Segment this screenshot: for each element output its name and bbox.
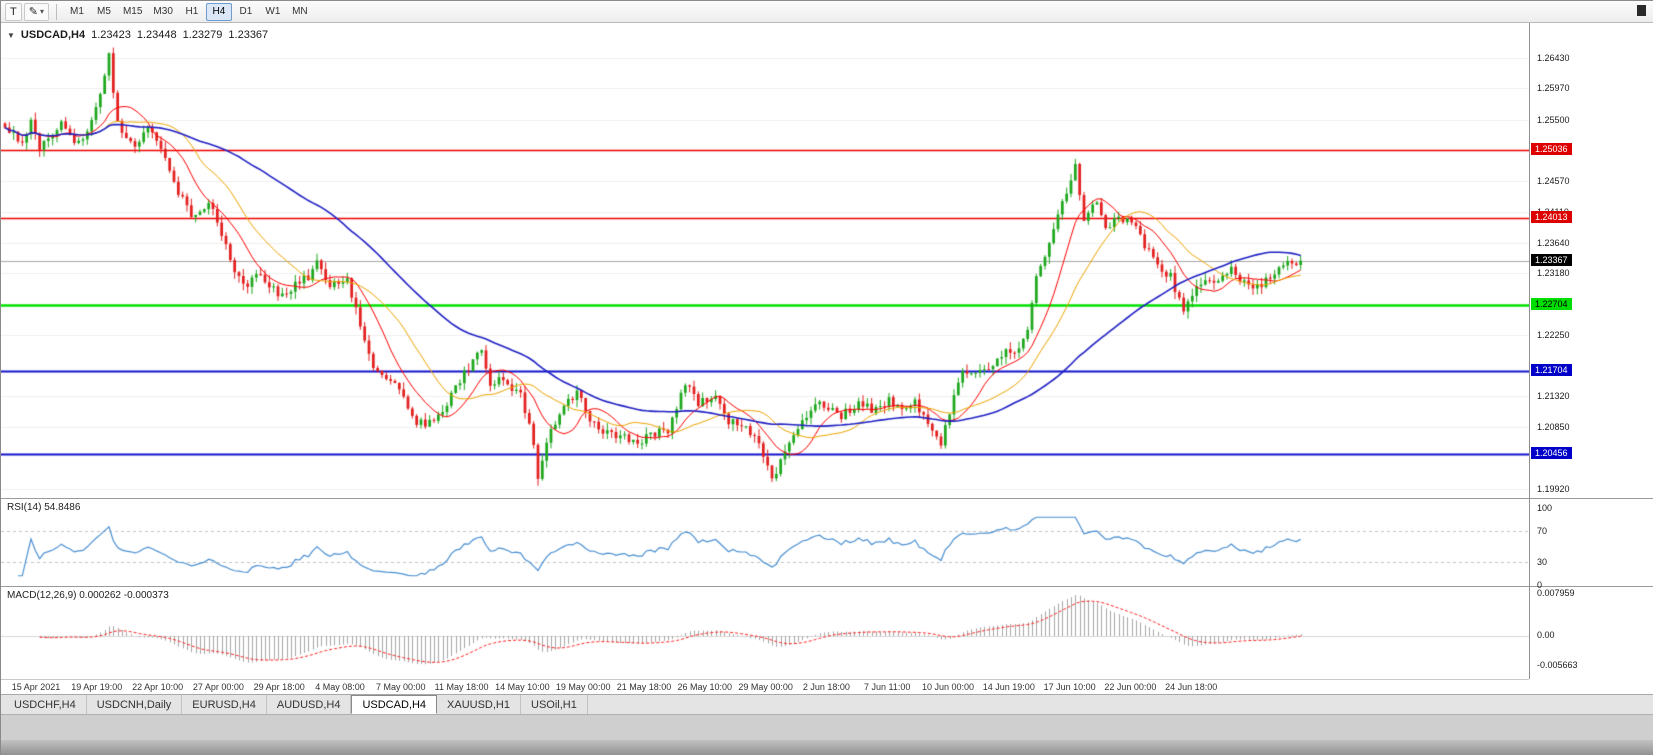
price-tick-label: 1.25970 [1537,83,1570,94]
rsi-scale-label: 30 [1537,556,1548,567]
chart-tab-audusd-h4[interactable]: AUDUSD,H4 [267,695,352,714]
timeframe-button-m15[interactable]: M15 [122,6,143,17]
price-chart-canvas[interactable] [1,23,1529,498]
macd-label: MACD(12,26,9) 0.000262 -0.000373 [7,590,169,601]
price-tick-label: 1.24570 [1537,176,1570,187]
time-axis-label: 4 May 08:00 [315,682,365,692]
pencil-icon: ✎ [28,6,38,18]
low-value: 1.23279 [182,29,223,41]
support-level-2-label: 1.20456 [1531,446,1572,459]
toolbar-overflow-icon[interactable] [1637,5,1646,16]
time-axis[interactable]: 15 Apr 2021 19 Apr 19:00 22 Apr 10:00 27 Ap… [1,679,1529,694]
toolbar-separator [55,3,57,20]
time-axis-label: 24 Jun 18:00 [1165,682,1218,692]
time-axis-label: 27 Apr 00:00 [192,682,244,692]
time-axis-label: 15 Apr 2021 [11,682,61,692]
scale-panel-separator [1530,586,1653,587]
rsi-scale-label: 70 [1537,526,1548,537]
collapse-arrow-icon[interactable]: ▼ [7,31,15,40]
status-bar [1,714,1653,740]
timeframe-button-mn[interactable]: MN [292,6,308,17]
chart-tab-usoil-h1[interactable]: USOil,H1 [521,695,588,714]
time-axis-label: 19 May 00:00 [555,682,611,692]
chart-tab-usdchf-h4[interactable]: USDCHF,H4 [4,695,87,714]
chart-type-button[interactable]: T [5,2,22,21]
time-axis-label: 2 Jun 18:00 [802,682,850,692]
price-tick-label: 1.21320 [1537,391,1570,402]
resistance-level-2-label: 1.24013 [1531,210,1572,223]
timeframe-toolbar: M1 M5 M15 M30 H1 H4 D1 W1 MN [64,2,313,21]
time-axis-label: 19 Apr 19:00 [71,682,123,692]
rsi-indicator-canvas[interactable] [1,498,1529,586]
open-value: 1.23423 [91,29,131,41]
time-axis-label: 17 Jun 10:00 [1043,682,1096,692]
macd-scale-label: 0.00 [1537,630,1555,640]
drawing-tool-button[interactable]: ✎ ▾ [23,2,49,21]
time-axis-label: 21 May 18:00 [616,682,672,692]
price-tick-label: 1.23180 [1537,268,1570,279]
price-tick-label: 1.19920 [1537,483,1570,494]
chart-window: ▼ USDCAD,H4 1.23423 1.23448 1.23279 1.23… [1,23,1653,694]
resistance-level-1-label: 1.25036 [1531,143,1572,156]
time-axis-label: 29 May 00:00 [738,682,793,692]
rsi-scale-label: 0 [1537,580,1543,590]
close-value: 1.23367 [228,29,269,41]
high-value: 1.23448 [136,29,177,41]
time-axis-label: 29 Apr 18:00 [253,682,305,692]
timeframe-button-m30[interactable]: M30 [153,6,173,17]
time-axis-label: 14 Jun 19:00 [982,682,1035,692]
time-axis-label: 26 May 10:00 [677,682,733,692]
scale-panel-separator [1530,498,1653,499]
time-axis-label: 22 Jun 00:00 [1104,682,1157,692]
timeframe-button-m1[interactable]: M1 [70,6,84,17]
price-tick-label: 1.22250 [1537,329,1570,340]
timeframe-button-w1[interactable]: W1 [265,6,281,17]
chart-tabs-bar: USDCHF,H4 USDCNH,Daily EURUSD,H4 AUDUSD,H4 U… [1,694,1653,714]
time-axis-label: 7 Jun 11:00 [864,682,911,692]
symbol-ohlc-header: ▼ USDCAD,H4 1.23423 1.23448 1.23279 1.23… [7,29,268,41]
macd-scale-label: -0.005663 [1537,660,1578,670]
chart-tab-usdcad-h4[interactable]: USDCAD,H4 [351,695,438,714]
timeframe-button-h1[interactable]: H1 [185,6,199,17]
price-tick-label: 1.20850 [1537,422,1570,433]
chart-tab-xauusd-h1[interactable]: XAUUSD,H1 [437,695,521,714]
rsi-scale-label: 100 [1537,503,1553,513]
chart-type-icon: T [10,5,17,18]
support-level-1-label: 1.21704 [1531,363,1572,376]
time-axis-label: 14 May 10:00 [495,682,550,692]
price-scale[interactable]: 1.264301.259701.255001.245701.241101.236… [1529,23,1653,679]
macd-scale-label: 0.007959 [1537,588,1575,598]
time-axis-label: 11 May 18:00 [434,682,489,692]
symbol-title: USDCAD,H4 [20,29,86,41]
pivot-level-label: 1.22704 [1531,297,1572,310]
chart-tab-eurusd-h4[interactable]: EURUSD,H4 [182,695,267,714]
time-axis-label: 7 May 00:00 [376,682,426,692]
window-bottom-edge [1,740,1653,755]
time-axis-label: 10 Jun 00:00 [921,682,975,692]
chart-tab-usdcnh-daily[interactable]: USDCNH,Daily [87,695,183,714]
top-toolbar: T ✎ ▾ M1 M5 M15 M30 H1 H4 D1 W1 MN [1,1,1653,23]
time-axis-label: 22 Apr 10:00 [132,682,184,692]
timeframe-button-d1[interactable]: D1 [239,6,253,17]
timeframe-button-h4[interactable]: H4 [205,2,232,21]
price-tick-label: 1.23640 [1537,237,1570,248]
timeframe-button-m5[interactable]: M5 [97,6,111,17]
price-tick-label: 1.26430 [1537,52,1570,63]
macd-indicator-canvas[interactable] [1,586,1529,679]
price-tick-label: 1.25500 [1537,114,1570,125]
current-price-label: 1.23367 [1531,253,1572,266]
rsi-label: RSI(14) 54.8486 [7,502,81,513]
chevron-down-icon: ▾ [39,7,44,16]
